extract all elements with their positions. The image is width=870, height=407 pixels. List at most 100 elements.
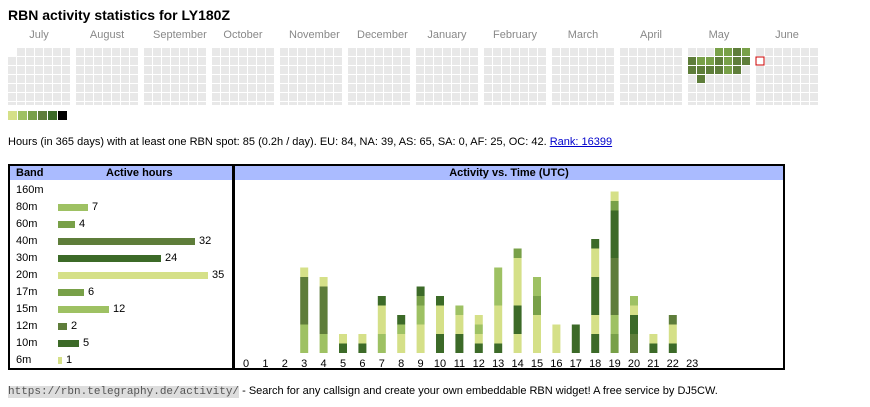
day-cell xyxy=(570,66,578,74)
hour-tick-label: 14 xyxy=(511,358,523,368)
day-cell xyxy=(280,66,288,74)
day-cell xyxy=(402,75,410,83)
footer-url[interactable]: https://rbn.telegraphy.de/activity/ xyxy=(8,386,240,398)
day-cell xyxy=(94,57,102,65)
day-cell xyxy=(597,102,605,105)
day-cell xyxy=(280,102,288,105)
band-hours: 6 xyxy=(88,286,95,298)
hour-tick-label: 23 xyxy=(686,358,698,368)
day-cell xyxy=(53,57,61,65)
hour-bar-segment xyxy=(630,296,638,306)
day-cell xyxy=(511,57,519,65)
day-cell xyxy=(44,93,52,101)
hour-tick-label: 17 xyxy=(570,358,582,368)
day-cell xyxy=(529,102,537,105)
day-cell xyxy=(189,57,197,65)
day-cell xyxy=(334,66,342,74)
day-cell xyxy=(484,57,492,65)
day-cell xyxy=(35,102,43,105)
day-cell xyxy=(733,66,741,74)
day-cell xyxy=(289,48,297,56)
hour-bar-segment xyxy=(319,334,328,353)
day-cell xyxy=(765,84,773,92)
day-cell xyxy=(443,102,451,105)
band-name: 30m xyxy=(16,252,38,264)
day-cell xyxy=(112,102,120,105)
day-cell xyxy=(384,102,392,105)
day-cell xyxy=(588,48,596,56)
day-cell xyxy=(171,66,179,74)
day-cell xyxy=(94,102,102,105)
month-label: May xyxy=(708,29,730,41)
day-cell xyxy=(76,48,84,56)
day-cell xyxy=(112,84,120,92)
band-name: 17m xyxy=(16,286,38,298)
month-label: December xyxy=(357,29,408,41)
day-cell xyxy=(171,102,179,105)
day-cell xyxy=(348,84,356,92)
hour-bar-segment xyxy=(630,305,638,315)
hour-bar-segment xyxy=(610,210,619,258)
hour-bar-segment xyxy=(513,305,522,334)
day-cell xyxy=(697,93,705,101)
hour-bar-segment xyxy=(416,324,425,353)
day-cell xyxy=(502,75,510,83)
day-cell xyxy=(484,75,492,83)
day-cell xyxy=(121,48,129,56)
band-hours: 4 xyxy=(79,218,86,230)
band-table: Band Active hours 160m 80m 7 60m 4 40m 32 30m 24… xyxy=(8,164,234,370)
day-cell xyxy=(307,48,315,56)
day-cell xyxy=(570,102,578,105)
month-label: February xyxy=(493,29,538,41)
day-cell xyxy=(484,84,492,92)
hour-bar-segment xyxy=(474,343,483,353)
day-cell xyxy=(280,48,288,56)
day-cell xyxy=(153,75,161,83)
day-cell xyxy=(130,84,138,92)
day-cell xyxy=(579,102,587,105)
day-cell xyxy=(85,57,93,65)
day-cell xyxy=(810,57,818,65)
day-cell xyxy=(26,57,34,65)
day-cell xyxy=(416,66,424,74)
day-cell xyxy=(665,75,673,83)
day-cell xyxy=(724,102,732,105)
day-cell xyxy=(484,102,492,105)
band-name: 160m xyxy=(16,184,44,196)
day-cell xyxy=(221,102,229,105)
hour-bar-segment xyxy=(300,267,309,277)
day-cell xyxy=(257,48,265,56)
color-legend xyxy=(8,111,68,129)
day-cell xyxy=(425,84,433,92)
day-cell xyxy=(606,75,614,83)
hour-bar-segment xyxy=(416,296,425,306)
day-cell xyxy=(402,93,410,101)
day-cell xyxy=(366,93,374,101)
band-bar xyxy=(58,323,67,330)
day-cell xyxy=(239,66,247,74)
day-cell xyxy=(53,75,61,83)
day-cell xyxy=(198,102,206,105)
day-cell xyxy=(801,57,809,65)
band-name: 10m xyxy=(16,337,38,349)
hour-bar-segment xyxy=(610,258,619,315)
day-cell xyxy=(26,102,34,105)
day-cell xyxy=(520,102,528,105)
hour-bar-segment xyxy=(319,286,328,334)
day-cell xyxy=(212,93,220,101)
hour-tick-label: 11 xyxy=(454,358,465,368)
hour-tick-label: 15 xyxy=(531,358,543,368)
day-cell xyxy=(638,102,646,105)
rank-link[interactable]: Rank: 16399 xyxy=(549,136,613,148)
day-cell xyxy=(638,75,646,83)
day-cell xyxy=(656,93,664,101)
day-cell xyxy=(697,102,705,105)
hour-bar-segment xyxy=(300,324,309,353)
day-cell xyxy=(606,93,614,101)
day-cell xyxy=(94,93,102,101)
day-cell xyxy=(425,57,433,65)
day-cell xyxy=(647,48,655,56)
day-cell xyxy=(180,84,188,92)
day-cell xyxy=(552,75,560,83)
day-cell xyxy=(144,84,152,92)
